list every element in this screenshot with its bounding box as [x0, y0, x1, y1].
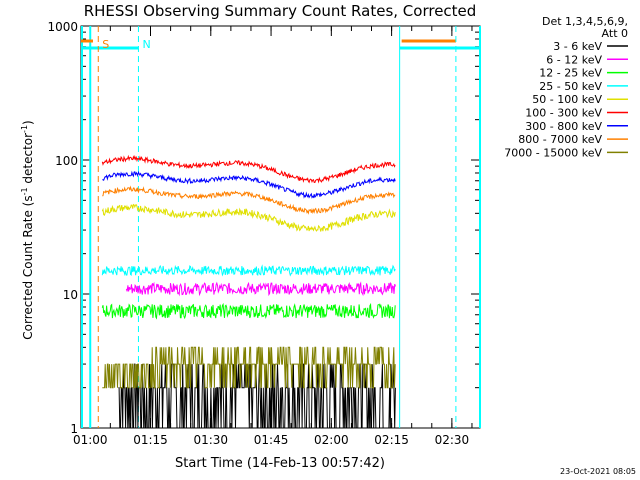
series-line-0 [118, 363, 396, 429]
x-tick-label: 02:15 [374, 433, 409, 447]
y-tick-label: 10 [63, 288, 78, 302]
series-line-8 [102, 346, 396, 389]
x-tick-label: 02:00 [314, 433, 349, 447]
series-line-2 [101, 302, 396, 320]
y-tick-label: 1 [70, 422, 78, 436]
legend-label: 6 - 12 keV [546, 53, 602, 66]
legend-label: 7000 - 15000 keV [504, 146, 602, 159]
series-line-3 [101, 264, 396, 277]
series-line-1 [125, 281, 396, 297]
x-tick-label: 02:30 [435, 433, 470, 447]
marker-label: N [142, 38, 150, 51]
x-tick-label: 01:00 [73, 433, 108, 447]
series-line-5 [101, 154, 396, 184]
legend-header-line-1: Det 1,3,4,5,6,9, [542, 15, 628, 28]
x-tick-label: 01:15 [133, 433, 168, 447]
series-line-6 [102, 170, 396, 199]
series-line-4 [101, 203, 396, 232]
x-axis-label: Start Time (14-Feb-13 00:57:42) [175, 456, 385, 471]
legend-label: 25 - 50 keV [539, 80, 602, 93]
y-tick-label: 100 [55, 154, 78, 168]
legend-label: 300 - 800 keV [525, 120, 602, 133]
footer-date: 23-Oct-2021 08:05 [560, 467, 636, 476]
legend-label: 800 - 7000 keV [518, 133, 602, 146]
legend-header-line-2: Att 0 [602, 27, 628, 40]
x-tick-label: 01:30 [193, 433, 228, 447]
legend-label: 3 - 6 keV [553, 40, 602, 53]
series-line-7 [102, 185, 396, 215]
marker-label: S [102, 38, 109, 51]
x-tick-label: 01:45 [254, 433, 289, 447]
legend-label: 50 - 100 keV [532, 93, 602, 106]
plot-area: 1 10 100 1000 01:00 01:15 01:30 01:45 02:00 02:15… [47, 20, 481, 447]
y-axis-label: Corrected Count Rate (s-1 detector-1) [20, 120, 35, 339]
chart-title: RHESSI Observing Summary Count Rates, Co… [84, 2, 477, 20]
legend-label: 100 - 300 keV [525, 107, 602, 120]
legend-label: 12 - 25 keV [539, 67, 602, 80]
y-tick-label: 1000 [47, 20, 78, 34]
